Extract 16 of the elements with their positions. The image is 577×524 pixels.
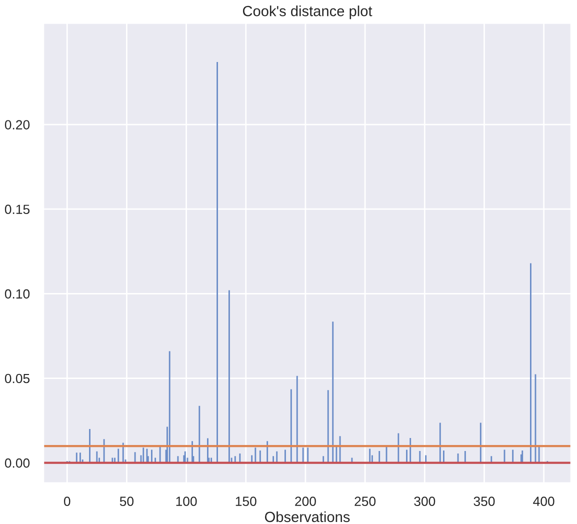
x-tick-label: 200	[295, 496, 316, 506]
y-tick-label: 0.20	[4, 120, 30, 130]
y-tick-label: 0.05	[4, 374, 30, 384]
x-tick-label: 100	[176, 496, 197, 506]
x-tick-label: 150	[236, 496, 256, 506]
x-tick-label: 50	[120, 496, 134, 506]
x-tick-label: 300	[414, 496, 436, 506]
x-axis-title: Observations	[264, 511, 350, 522]
y-tick-label: 0.00	[4, 458, 30, 468]
y-tick-label: 0.10	[4, 289, 30, 299]
x-tick-label: 350	[474, 496, 495, 506]
y-tick-label: 0.15	[4, 204, 30, 214]
x-tick-label: 400	[533, 496, 554, 506]
chart-title: Cook's distance plot	[242, 6, 372, 20]
x-tick-label: 250	[354, 496, 376, 506]
x-tick-label: 0	[64, 496, 70, 506]
